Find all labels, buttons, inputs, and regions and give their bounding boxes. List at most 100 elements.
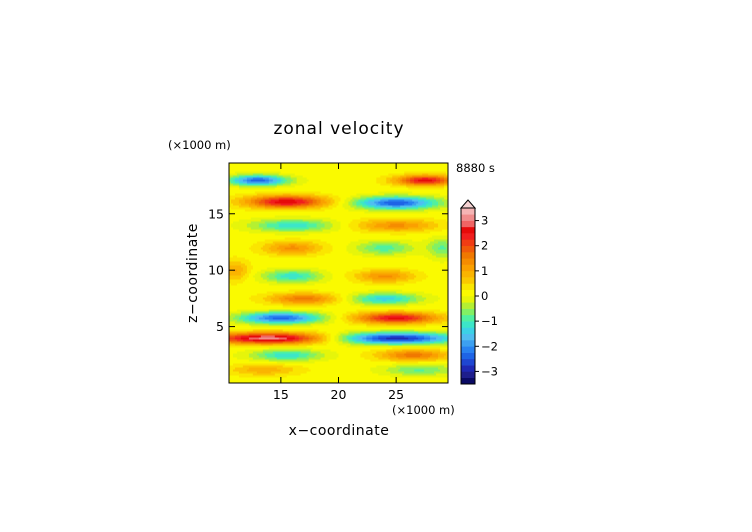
contour-cell [229, 317, 232, 320]
contour-cell [298, 363, 302, 366]
contour-cell [330, 309, 334, 312]
contour-cell [240, 337, 244, 340]
contour-cell [428, 317, 431, 320]
contour-cell [358, 335, 361, 338]
contour-cell [396, 379, 399, 382]
contour-cell [372, 353, 375, 356]
contour-cell [342, 379, 345, 382]
contour-cell [416, 351, 419, 354]
contour-cell [310, 365, 314, 368]
contour-cell [270, 309, 274, 312]
contour-cell [272, 343, 276, 346]
contour-cell [256, 335, 260, 338]
contour-cell [412, 373, 415, 376]
contour-cell [296, 367, 300, 370]
contour-cell [414, 333, 417, 336]
contour-cell [336, 317, 339, 320]
contour-cell [412, 343, 415, 346]
contour-cell [362, 315, 365, 318]
contour-cell [322, 379, 326, 382]
contour-cell [356, 335, 359, 338]
contour-cell [258, 345, 262, 348]
contour-cell [444, 361, 447, 364]
contour-cell [428, 367, 431, 370]
contour-cell [260, 317, 264, 320]
contour-cell [338, 311, 341, 314]
contour-cell [376, 295, 379, 298]
contour-cell [404, 345, 407, 348]
contour-cell [340, 365, 343, 368]
contour-cell [232, 307, 236, 310]
contour-cell [342, 353, 345, 356]
contour-cell [350, 347, 353, 350]
contour-cell [368, 343, 371, 346]
contour-cell [270, 345, 274, 348]
contour-cell [246, 327, 250, 330]
contour-cell [284, 313, 288, 316]
contour-cell [308, 377, 312, 380]
contour-cell [446, 349, 448, 352]
contour-cell [414, 375, 417, 378]
contour-cell [388, 361, 391, 364]
contour-cell [396, 373, 399, 376]
contour-cell [280, 297, 284, 300]
contour-cell [370, 315, 373, 318]
contour-cell [398, 309, 401, 312]
contour-cell [444, 353, 447, 356]
contour-cell [290, 357, 294, 360]
contour-cell [432, 353, 435, 356]
contour-cell [416, 313, 419, 316]
contour-cell [244, 367, 248, 370]
contour-cell [232, 327, 236, 330]
contour-cell [348, 359, 351, 362]
contour-cell [436, 321, 439, 324]
contour-cell [428, 341, 431, 344]
contour-cell [246, 293, 250, 296]
contour-cell [260, 341, 264, 344]
contour-cell [262, 291, 266, 294]
contour-cell [388, 365, 391, 368]
contour-cell [262, 309, 266, 312]
contour-cell [346, 339, 349, 342]
contour-cell [404, 365, 407, 368]
contour-cell [390, 293, 393, 296]
contour-cell [258, 337, 262, 340]
contour-cell [336, 319, 339, 322]
contour-cell [416, 365, 419, 368]
contour-cell [278, 357, 282, 360]
contour-cell [354, 337, 357, 340]
contour-cell [242, 339, 246, 342]
contour-cell [240, 351, 244, 354]
contour-cell [232, 293, 236, 296]
contour-cell [446, 323, 448, 326]
contour-cell [366, 371, 369, 374]
contour-field [229, 163, 448, 383]
contour-cell [436, 379, 439, 382]
contour-cell [340, 339, 343, 342]
contour-cell [364, 293, 367, 296]
contour-cell [398, 353, 401, 356]
contour-cell [250, 345, 254, 348]
contour-cell [374, 353, 377, 356]
contour-cell [288, 317, 292, 320]
contour-cell [278, 359, 282, 362]
contour-cell [256, 293, 260, 296]
contour-cell [398, 349, 401, 352]
contour-cell [326, 347, 330, 350]
contour-cell [380, 353, 383, 356]
contour-cell [328, 303, 332, 306]
contour-cell [300, 339, 304, 342]
contour-cell [422, 305, 425, 308]
contour-cell [406, 373, 409, 376]
contour-cell [378, 309, 381, 312]
contour-cell [334, 369, 338, 372]
contour-cell [306, 377, 310, 380]
contour-cell [392, 365, 395, 368]
contour-cell [410, 381, 413, 383]
contour-cell [254, 335, 258, 338]
contour-cell [360, 351, 363, 354]
contour-cell [368, 297, 371, 300]
contour-cell [340, 351, 343, 354]
contour-cell [394, 313, 397, 316]
contour-cell [328, 335, 332, 338]
